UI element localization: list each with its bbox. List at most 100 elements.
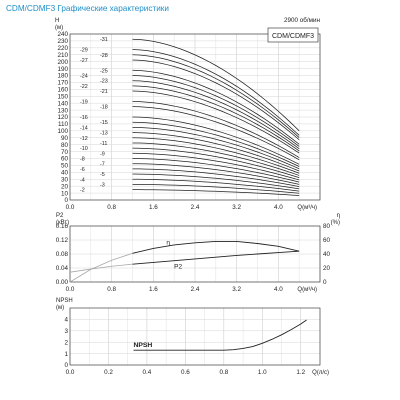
efficiency-ytick-label: 0 (323, 279, 327, 286)
head-ytick-label: 130 (57, 107, 68, 114)
head-ytick-label: 100 (57, 128, 68, 135)
npsh-xlabel: Q(л/с) (312, 370, 329, 376)
stage-label: -23 (100, 79, 108, 85)
model-label: CDM/CDMF3 (272, 33, 314, 40)
head-ytick-label: 30 (61, 176, 69, 183)
head-ytick-label: 90 (61, 135, 69, 142)
head-ytick-label: 140 (57, 100, 68, 107)
npsh-ylabel: NPSH (56, 298, 73, 304)
stage-label: -4 (80, 177, 85, 183)
head-ytick-label: 190 (57, 66, 68, 73)
head-plot-frame (69, 33, 321, 201)
stage-curve (132, 178, 300, 192)
curve-extension (69, 252, 133, 283)
head-xtick-label: 0.8 (107, 204, 116, 211)
head-ytick-label: 220 (57, 45, 68, 52)
head-xlabel: Q(м³/ч) (297, 205, 317, 211)
power-ytick-label: 0.16 (56, 223, 69, 230)
npsh-curve-label: NPSH (133, 342, 152, 349)
stage-label: -11 (100, 141, 107, 147)
power-plot-frame (69, 225, 321, 283)
npsh-xtick-label: 0.2 (104, 369, 113, 376)
efficiency-ytick-label: 40 (323, 251, 331, 258)
head-ytick-label: 170 (57, 80, 68, 87)
stage-curve (132, 49, 300, 136)
stage-label: -12 (80, 136, 88, 142)
stage-curve (132, 75, 300, 147)
power-ylabel-unit: (кВт) (56, 220, 69, 226)
npsh-xtick-label: 1.2 (296, 369, 305, 376)
stage-curve (132, 106, 300, 161)
head-ytick-label: 200 (57, 59, 68, 66)
head-ytick-label: 230 (57, 38, 68, 45)
efficiency-curve-label: η (166, 239, 170, 246)
npsh-ytick-label: 1 (64, 351, 68, 358)
head-ytick-label: 210 (57, 52, 68, 59)
stage-curve (132, 173, 300, 190)
power-xtick-label: 0.8 (107, 286, 116, 293)
npsh-xtick-label: 0.6 (181, 369, 190, 376)
efficiency-ytick-label: 80 (323, 223, 331, 230)
npsh-xtick-label: 0.4 (143, 369, 152, 376)
power-ytick-label: 0.00 (56, 279, 69, 286)
stage-label: -2 (80, 188, 85, 194)
stage-curve (132, 152, 300, 181)
stage-label: -9 (100, 151, 105, 157)
npsh-ytick-label: 4 (64, 317, 68, 324)
head-chart: 0102030405060708090100110120130140150160… (55, 18, 321, 211)
stage-curve (132, 163, 300, 185)
stage-label: -22 (80, 84, 88, 90)
stage-curve (132, 101, 300, 158)
head-xtick-label: 2.4 (191, 204, 200, 211)
head-ytick-label: 160 (57, 87, 68, 94)
npsh-xtick-label: 1.0 (258, 369, 267, 376)
power-xlabel: Q(м³/ч) (297, 287, 317, 293)
stage-label: -18 (100, 105, 108, 111)
head-ylabel: H (55, 18, 59, 24)
head-ytick-label: 40 (61, 170, 69, 177)
stage-curve (132, 127, 300, 170)
power-ytick-label: 0.04 (56, 265, 69, 272)
head-ytick-label: 240 (57, 31, 68, 38)
stage-label: -8 (80, 157, 85, 163)
power-xtick-label: 2.4 (191, 286, 200, 293)
stage-label: -27 (80, 58, 88, 64)
head-ytick-label: 20 (61, 183, 69, 190)
power-curve-label: P2 (174, 264, 182, 271)
stage-curve (132, 142, 300, 176)
head-ytick-label: 110 (58, 121, 69, 128)
npsh-ytick-label: 2 (64, 339, 68, 346)
stage-label: -6 (80, 167, 85, 173)
efficiency-ytick-label: 60 (323, 237, 331, 244)
power-xtick-label: 1.6 (149, 286, 158, 293)
stage-curve (132, 116, 300, 165)
power-ytick-label: 0.08 (56, 251, 69, 258)
stage-label: -15 (100, 120, 108, 126)
stage-curve (132, 90, 300, 154)
npsh-plot-frame (69, 307, 321, 366)
stage-curve (132, 121, 300, 167)
head-ytick-label: 70 (61, 149, 69, 156)
stage-label: -5 (100, 172, 105, 178)
stage-label: -24 (80, 74, 88, 80)
stage-label: -19 (80, 99, 88, 105)
stage-label: -7 (100, 162, 105, 168)
stage-curve (132, 54, 300, 138)
efficiency-ylabel-unit: (%) (331, 220, 340, 226)
stage-label: -29 (80, 48, 88, 54)
head-ytick-label: 80 (61, 142, 69, 149)
power-xtick-label: 4.0 (274, 286, 283, 293)
head-ytick-label: 50 (61, 163, 69, 170)
stage-curve (132, 59, 300, 141)
stage-curve (132, 168, 300, 187)
npsh-ytick-label: 0 (64, 362, 68, 369)
head-ytick-label: 60 (61, 156, 69, 163)
stage-label: -16 (80, 115, 88, 121)
curve-extension (69, 263, 133, 273)
curve-line (132, 240, 300, 254)
head-ylabel-unit: (м) (55, 25, 63, 31)
npsh-xtick-label: 0.0 (66, 369, 75, 376)
head-xtick-label: 3.2 (232, 204, 241, 211)
